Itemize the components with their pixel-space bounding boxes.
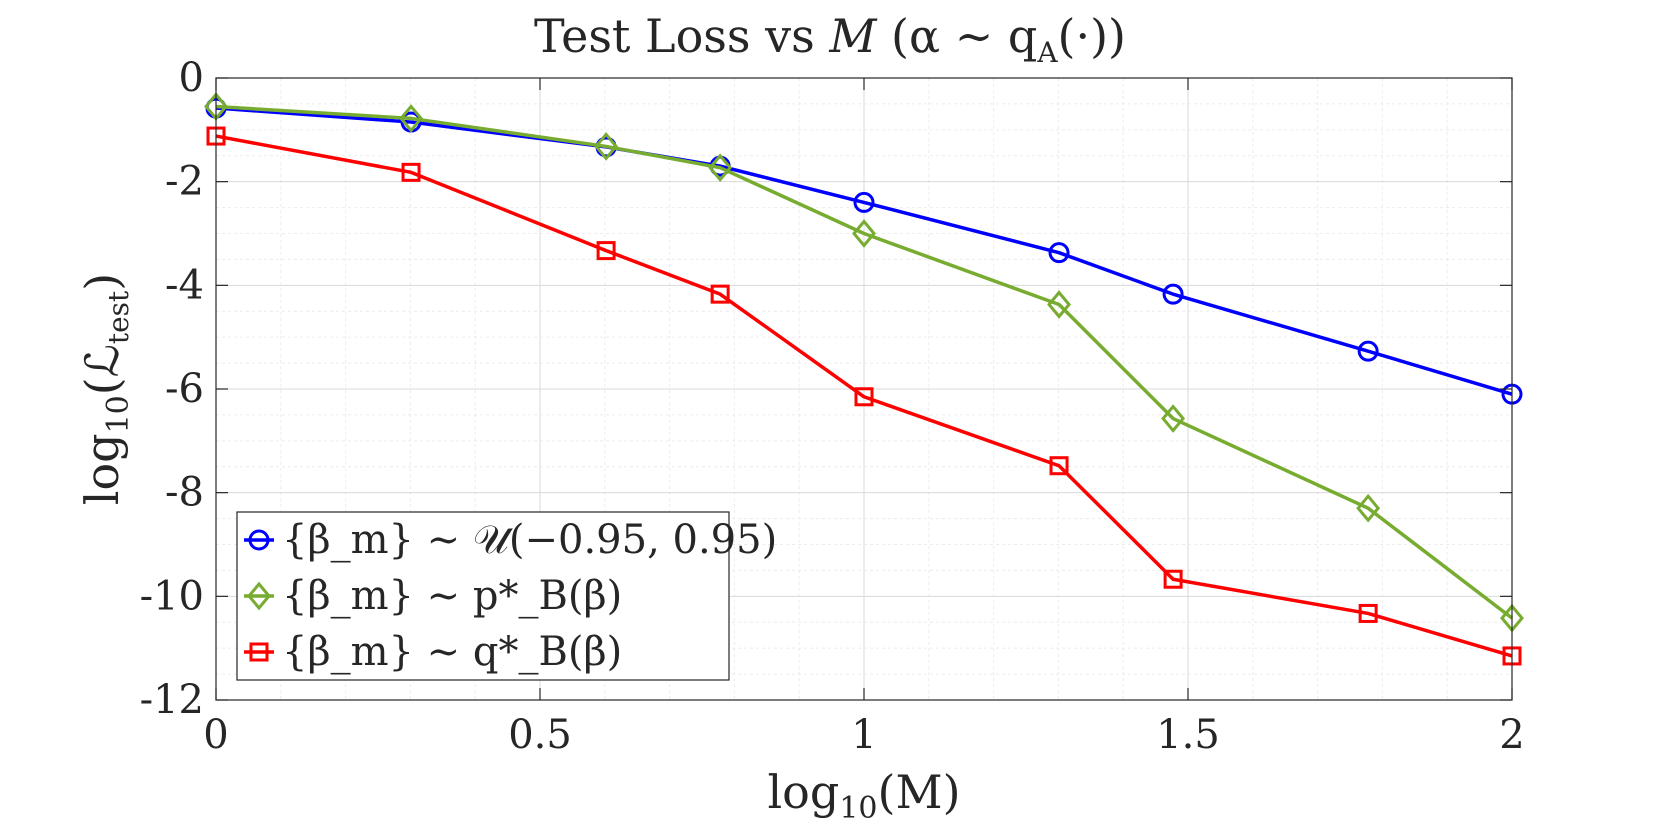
data-point [1162, 283, 1184, 305]
y-tick-label: -2 [165, 159, 204, 205]
x-axis-label: log10(M) [767, 765, 960, 826]
y-tick-label: -4 [165, 262, 204, 308]
x-tick-label: 0 [203, 712, 228, 758]
data-point [401, 162, 421, 182]
data-point [710, 284, 730, 304]
y-tick-label: -10 [140, 573, 204, 619]
series-diamond [204, 92, 1524, 633]
legend-swatch-marker [249, 642, 269, 662]
chart-title: Test Loss vs M (α ∼ qA(·)) [534, 9, 1126, 69]
data-point [852, 219, 876, 248]
x-tick-label: 2 [1499, 712, 1524, 758]
data-point [1161, 404, 1186, 433]
series-line [215, 106, 1513, 396]
data-point [1358, 603, 1378, 623]
y-axis-label: log10(ℒtest) [75, 273, 136, 506]
x-tick-label: 1.5 [1156, 712, 1220, 758]
data-point [708, 153, 733, 183]
data-point [596, 241, 616, 261]
series-layer [204, 92, 1524, 666]
data-point [854, 387, 874, 407]
legend-swatch-marker [247, 581, 271, 611]
x-tick-label: 0.5 [508, 712, 572, 758]
legend-swatch-marker [248, 529, 270, 551]
legend-item: {β_m} ∼ q*_B(β) [244, 629, 622, 675]
series-line [215, 134, 1513, 658]
data-point [399, 104, 424, 133]
y-tick-label: -12 [140, 677, 204, 723]
data-point [1163, 569, 1183, 589]
legend-box [236, 511, 730, 681]
legend-item: {β_m} ∼ p*_B(β) [244, 573, 622, 619]
data-point [1356, 493, 1381, 523]
legend-label: {β_m} ∼ 𝒰(−0.95, 0.95) [282, 517, 777, 563]
data-point [853, 191, 875, 213]
series-line [215, 104, 1514, 620]
y-tick-label: -8 [165, 470, 204, 516]
data-point [1049, 456, 1069, 476]
x-tick-label: 1 [851, 712, 876, 758]
data-point [1047, 290, 1072, 319]
data-point [594, 132, 619, 161]
legend-item: {β_m} ∼ 𝒰(−0.95, 0.95) [244, 517, 777, 563]
data-point [1357, 340, 1379, 362]
y-tick-label: 0 [179, 55, 204, 101]
data-point [1048, 242, 1070, 264]
ticks [215, 77, 1513, 701]
legend: {β_m} ∼ 𝒰(−0.95, 0.95) {β_m} ∼ p*_B(β) {β_… [236, 511, 777, 681]
legend-label: {β_m} ∼ q*_B(β) [282, 629, 622, 675]
y-tick-label: -6 [165, 366, 204, 412]
tick-labels: 0 0.5 1 1.5 2 0 -2 -4 -6 -8 -10 -12 [140, 55, 1525, 758]
legend-label: {β_m} ∼ p*_B(β) [282, 573, 622, 619]
